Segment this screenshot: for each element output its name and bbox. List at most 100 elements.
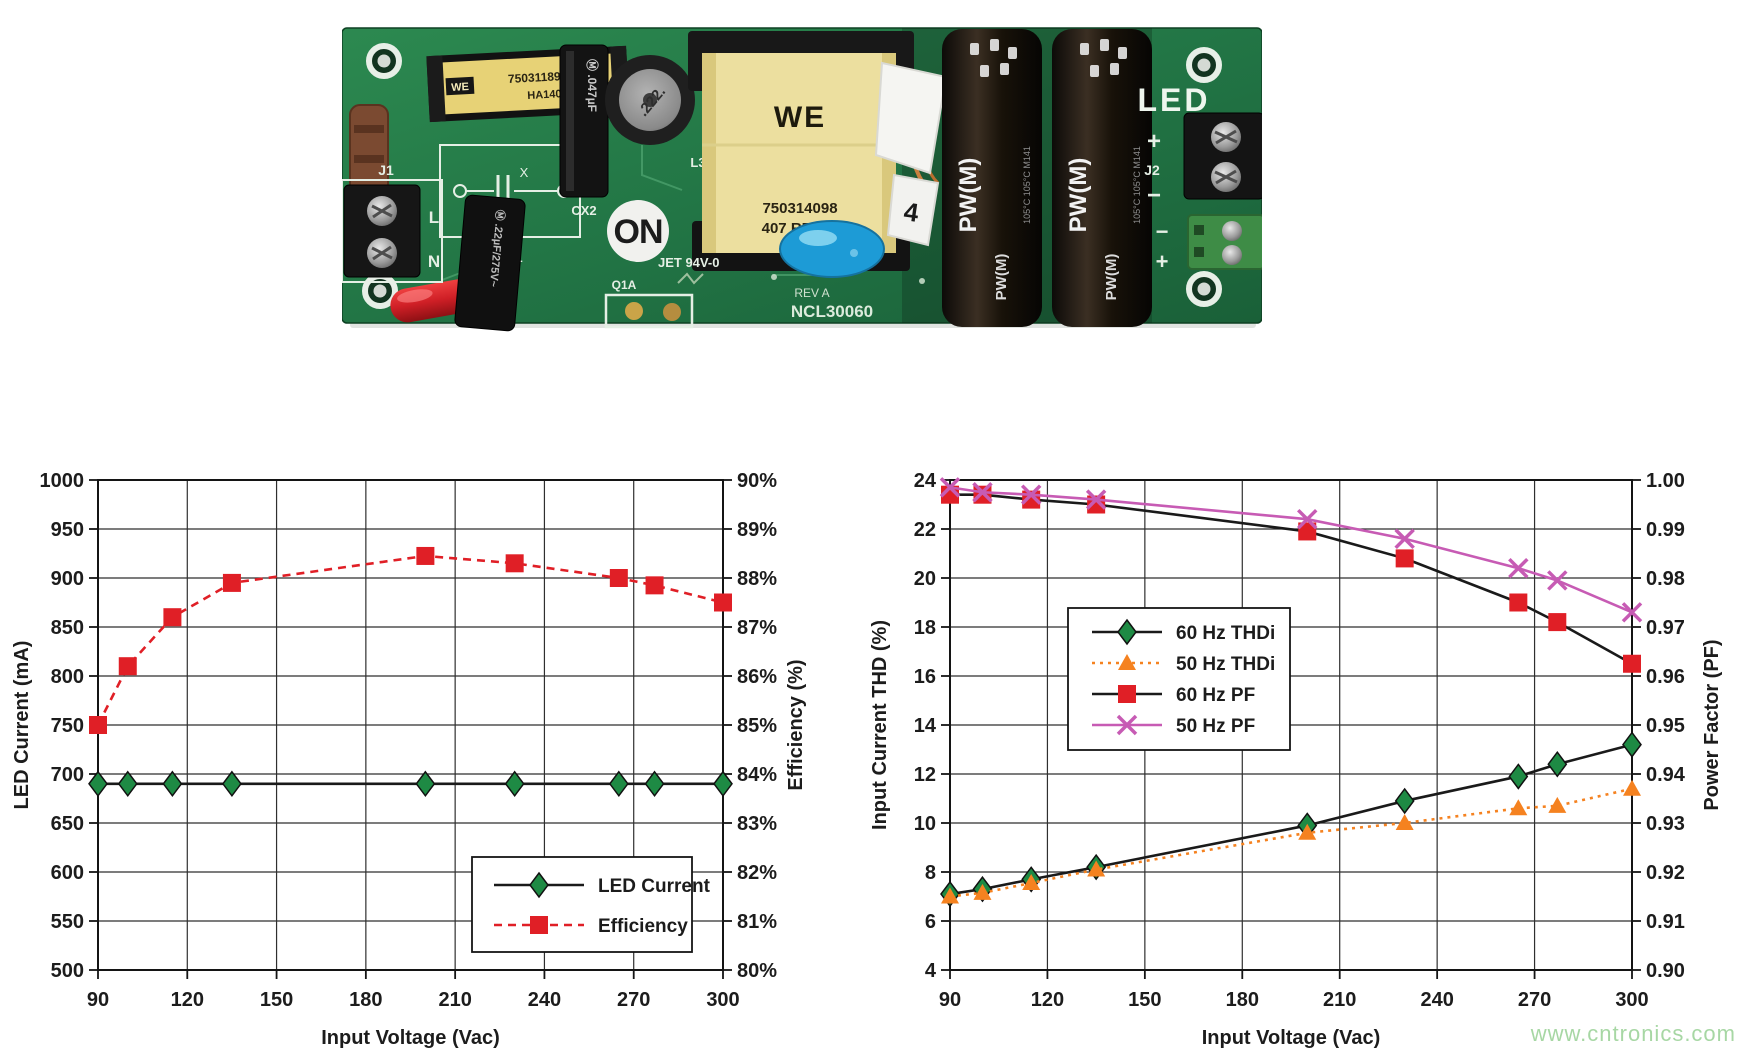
marker-50-hz-pf bbox=[1297, 508, 1318, 530]
white-tag-small bbox=[886, 173, 940, 247]
marker-60-hz-pf bbox=[1509, 593, 1528, 612]
marker-50-hz-pf bbox=[939, 477, 961, 498]
marker-60-hz-pf bbox=[1548, 613, 1567, 632]
x-tick-label: 300 bbox=[1615, 989, 1648, 1011]
film-capacitor-cx2: Ⓜ .047µF CX2 bbox=[559, 44, 609, 218]
x-tick-label: 300 bbox=[706, 989, 739, 1011]
marker-efficiency bbox=[163, 608, 182, 627]
left-axis-title: LED Current (mA) bbox=[11, 641, 33, 810]
marker-50-hz-pf bbox=[972, 482, 993, 503]
silkscreen-minus: − bbox=[1156, 219, 1169, 244]
marker-60-hz-thdi bbox=[1508, 763, 1529, 790]
marker-efficiency bbox=[505, 554, 524, 573]
left-y-tick-label: 8 bbox=[925, 862, 936, 884]
left-y-tick-label: 4 bbox=[925, 960, 937, 982]
left-y-tick-label: 14 bbox=[914, 715, 937, 737]
marker-50-hz-pf bbox=[1508, 557, 1529, 579]
left-y-tick-label: 20 bbox=[914, 568, 936, 590]
marker-60-hz-thdi bbox=[1547, 750, 1568, 778]
series-line-50-hz-pf bbox=[949, 486, 1633, 614]
x-tick-label: 210 bbox=[438, 989, 471, 1011]
plot-frame bbox=[949, 479, 1633, 971]
left-y-tick-label: 500 bbox=[51, 960, 84, 982]
series-line-efficiency bbox=[96, 554, 724, 726]
x-tick-label: 150 bbox=[260, 989, 293, 1011]
silkscreen-plus: + bbox=[1156, 249, 1169, 274]
red-capacitor bbox=[390, 279, 476, 323]
left-axis-title: Input Current THD (%) bbox=[869, 620, 891, 830]
led-current-efficiency-chart: 1000 90% 950 89% 900 88% 850 87% 800 86% 750 85% 700… bbox=[11, 470, 807, 1049]
watermark: www.cntronics.com bbox=[1530, 1021, 1736, 1046]
transformer-brand: WE bbox=[774, 101, 826, 134]
right-y-tick-label: 81% bbox=[737, 911, 777, 933]
marker-led-current bbox=[504, 770, 525, 798]
silkscreen-neutral: N bbox=[428, 252, 440, 271]
transistor-q1a: Q1A bbox=[604, 278, 694, 329]
right-y-tick-label: 0.92 bbox=[1646, 862, 1685, 884]
right-y-tick-label: 0.94 bbox=[1646, 764, 1686, 786]
transformer-pn: 750314098 bbox=[762, 200, 837, 217]
terminal-block-j2: + J2 − bbox=[1144, 112, 1262, 209]
right-y-tick-label: 0.91 bbox=[1646, 911, 1685, 933]
tag-number: 4 bbox=[902, 196, 921, 228]
marker-60-hz-pf bbox=[1623, 654, 1641, 673]
legend-label-efficiency: Efficiency bbox=[598, 916, 688, 937]
series-line-60-hz-pf bbox=[950, 493, 1633, 665]
right-y-tick-label: 86% bbox=[737, 666, 777, 688]
marker-50-hz-thdi bbox=[1087, 860, 1106, 877]
marker-efficiency bbox=[89, 716, 107, 734]
marker-50-hz-pf bbox=[1547, 570, 1568, 591]
choke-rev: HA1405 bbox=[527, 88, 568, 102]
right-y-tick-label: 0.90 bbox=[1646, 960, 1685, 982]
monogram-mark bbox=[677, 272, 704, 285]
film-cap-cx2-value: Ⓜ .047µF bbox=[585, 59, 600, 112]
marker-led-current bbox=[221, 770, 242, 798]
left-y-tick-label: 16 bbox=[914, 666, 936, 688]
x-tick-label: 240 bbox=[528, 989, 561, 1011]
right-y-tick-label: 90% bbox=[737, 470, 777, 492]
marker-60-hz-thdi bbox=[1622, 731, 1642, 758]
silkscreen-j1: J1 bbox=[378, 162, 394, 178]
marker-efficiency bbox=[416, 546, 435, 565]
mounting-hole bbox=[1186, 47, 1222, 83]
on-semiconductor-logo: ON bbox=[607, 200, 669, 262]
right-y-tick-label: 83% bbox=[737, 813, 777, 835]
mounting-hole bbox=[1186, 271, 1222, 307]
left-y-tick-label: 18 bbox=[914, 617, 936, 639]
marker-50-hz-thdi bbox=[1548, 796, 1567, 813]
legend-label-50-hz-thdi: 50 Hz THDi bbox=[1176, 654, 1275, 675]
x-axis-title: Input Voltage (Vac) bbox=[321, 1027, 500, 1049]
led-label: LED bbox=[1138, 82, 1211, 118]
x-tick-label: 180 bbox=[1226, 989, 1259, 1011]
marker-led-current bbox=[88, 770, 108, 798]
marker-50-hz-pf bbox=[1085, 489, 1107, 510]
jet-marking: JET 94V-0 bbox=[658, 255, 719, 285]
left-y-tick-label: 22 bbox=[914, 519, 936, 541]
cap-brand: PW(M) bbox=[993, 254, 1010, 301]
silkscreen-minus: − bbox=[1147, 182, 1161, 209]
marker-led-current bbox=[162, 770, 183, 798]
marker-50-hz-thdi bbox=[1623, 779, 1641, 796]
marker-60-hz-thdi bbox=[1394, 787, 1415, 815]
cap-side-text: 105°C 105°C M141 bbox=[1022, 146, 1032, 224]
x-tick-label: 240 bbox=[1420, 989, 1453, 1011]
blue-disc-capacitor bbox=[779, 220, 885, 278]
cap-brand: PW(M) bbox=[955, 158, 982, 233]
marker-efficiency bbox=[609, 569, 628, 587]
right-y-tick-label: 0.95 bbox=[1646, 715, 1685, 737]
right-y-tick-label: 80% bbox=[737, 960, 777, 982]
x-tick-label: 270 bbox=[1518, 989, 1551, 1011]
mounting-holes bbox=[362, 43, 1222, 309]
silkscreen-q1a: Q1A bbox=[612, 278, 637, 292]
legend-marker-efficiency bbox=[530, 916, 548, 934]
legend-box bbox=[471, 856, 693, 953]
marker-led-current bbox=[117, 770, 138, 798]
film-capacitor: Ⓜ .22µF/275V~ bbox=[454, 194, 526, 332]
marker-50-hz-thdi bbox=[973, 883, 992, 900]
legend-label-led-current: LED Current bbox=[598, 876, 711, 897]
choke-brand: WE bbox=[451, 81, 469, 94]
right-y-tick-label: 84% bbox=[737, 764, 777, 786]
x-tick-label: 90 bbox=[87, 989, 109, 1011]
right-y-tick-label: 0.93 bbox=[1646, 813, 1685, 835]
legend-label-60-hz-pf: 60 Hz PF bbox=[1176, 685, 1255, 706]
